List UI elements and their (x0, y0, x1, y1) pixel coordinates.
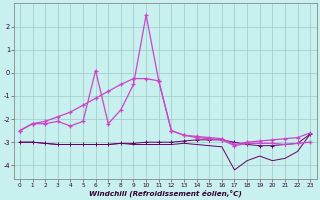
X-axis label: Windchill (Refroidissement éolien,°C): Windchill (Refroidissement éolien,°C) (89, 189, 242, 197)
